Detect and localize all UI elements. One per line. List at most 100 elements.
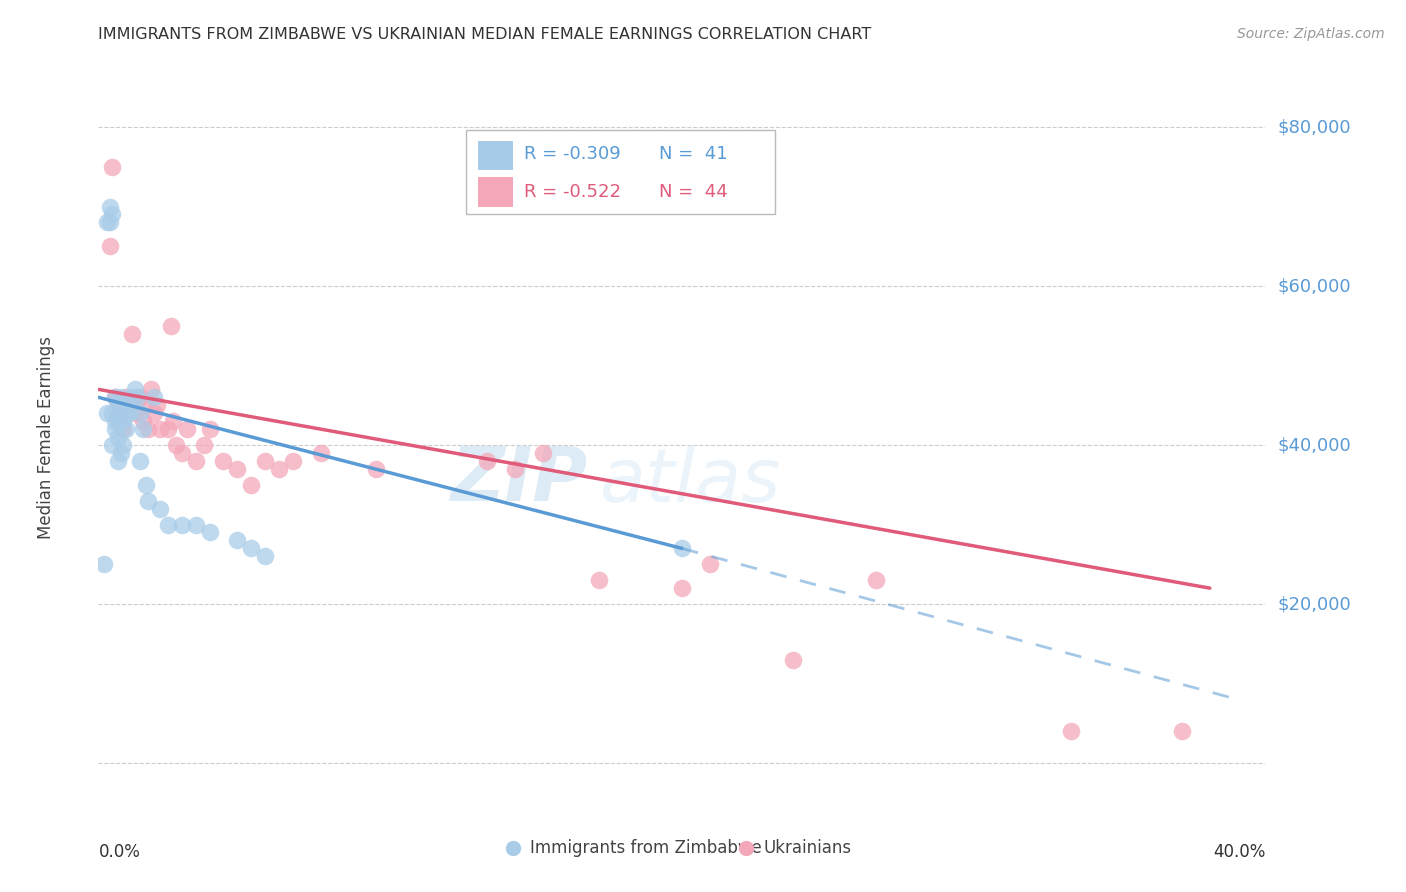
Point [101, 406, 124, 420]
Point [115, 406, 138, 420]
Text: $20,000: $20,000 [1277, 595, 1351, 613]
Point [309, 446, 332, 460]
Point [226, 462, 249, 476]
Text: R = -0.309: R = -0.309 [524, 145, 621, 163]
Point [148, 422, 170, 436]
Point [110, 406, 132, 420]
Point [240, 541, 263, 556]
Point [115, 422, 138, 436]
Point [141, 383, 163, 397]
Text: $60,000: $60,000 [1277, 277, 1351, 295]
Point [148, 501, 170, 516]
Point [112, 438, 135, 452]
Text: $40,000: $40,000 [1277, 436, 1351, 454]
Point [143, 390, 166, 404]
Point [671, 581, 693, 595]
Text: N =  41: N = 41 [658, 145, 727, 163]
Point [198, 525, 221, 540]
Point [98, 239, 121, 253]
Point [281, 454, 304, 468]
FancyBboxPatch shape [465, 130, 775, 214]
Point [254, 549, 277, 564]
Point [531, 446, 554, 460]
Point [96, 215, 118, 229]
Point [699, 558, 721, 572]
Point [110, 390, 132, 404]
Point [156, 517, 179, 532]
Point [865, 573, 887, 587]
Point [96, 406, 118, 420]
Text: IMMIGRANTS FROM ZIMBABWE VS UKRAINIAN MEDIAN FEMALE EARNINGS CORRELATION CHART: IMMIGRANTS FROM ZIMBABWE VS UKRAINIAN ME… [98, 27, 872, 42]
Point [112, 414, 135, 428]
Point [143, 406, 166, 420]
Point [104, 422, 127, 436]
Point [267, 462, 290, 476]
Point [124, 383, 146, 397]
Point [170, 517, 193, 532]
Point [165, 438, 187, 452]
FancyBboxPatch shape [478, 141, 513, 170]
Point [503, 462, 526, 476]
Point [1060, 724, 1083, 739]
Text: Source: ZipAtlas.com: Source: ZipAtlas.com [1237, 27, 1385, 41]
Point [162, 414, 184, 428]
Point [118, 406, 141, 420]
Point [121, 390, 143, 404]
Point [112, 422, 135, 436]
FancyBboxPatch shape [478, 178, 513, 207]
Text: R = -0.522: R = -0.522 [524, 183, 621, 201]
Point [107, 454, 129, 468]
Point [93, 558, 115, 572]
Point [110, 446, 132, 460]
Point [132, 422, 155, 436]
Point [1171, 724, 1194, 739]
Point [121, 326, 143, 341]
Point [226, 533, 249, 548]
Text: atlas: atlas [600, 445, 782, 517]
Point [366, 462, 388, 476]
Text: Immigrants from Zimbabwe: Immigrants from Zimbabwe [530, 839, 762, 857]
Text: $80,000: $80,000 [1277, 118, 1351, 136]
Point [98, 200, 121, 214]
Point [198, 422, 221, 436]
Point [127, 390, 149, 404]
Text: 0.0%: 0.0% [98, 843, 141, 861]
Point [104, 390, 127, 404]
Point [107, 406, 129, 420]
Point [254, 454, 277, 468]
Text: Ukrainians: Ukrainians [763, 839, 852, 857]
Point [135, 398, 157, 412]
Point [212, 454, 235, 468]
Point [107, 430, 129, 444]
Point [101, 207, 124, 221]
Point [107, 398, 129, 412]
Point [129, 406, 152, 420]
Point [138, 493, 160, 508]
Point [107, 414, 129, 428]
Point [129, 390, 152, 404]
Point [193, 438, 215, 452]
Point [101, 160, 124, 174]
Text: 40.0%: 40.0% [1213, 843, 1265, 861]
Point [159, 318, 181, 333]
Point [477, 454, 499, 468]
Point [146, 398, 169, 412]
Point [135, 477, 157, 491]
Point [176, 422, 198, 436]
Text: ZIP: ZIP [451, 444, 589, 517]
Point [104, 414, 127, 428]
Text: Median Female Earnings: Median Female Earnings [37, 335, 55, 539]
Point [104, 390, 127, 404]
Point [115, 390, 138, 404]
Point [170, 446, 193, 460]
Point [129, 454, 152, 468]
Text: N =  44: N = 44 [658, 183, 727, 201]
Point [240, 477, 263, 491]
Point [124, 406, 146, 420]
Point [184, 517, 207, 532]
Point [671, 541, 693, 556]
Point [588, 573, 610, 587]
Point [782, 653, 804, 667]
Point [184, 454, 207, 468]
Point [1074, 756, 1097, 770]
